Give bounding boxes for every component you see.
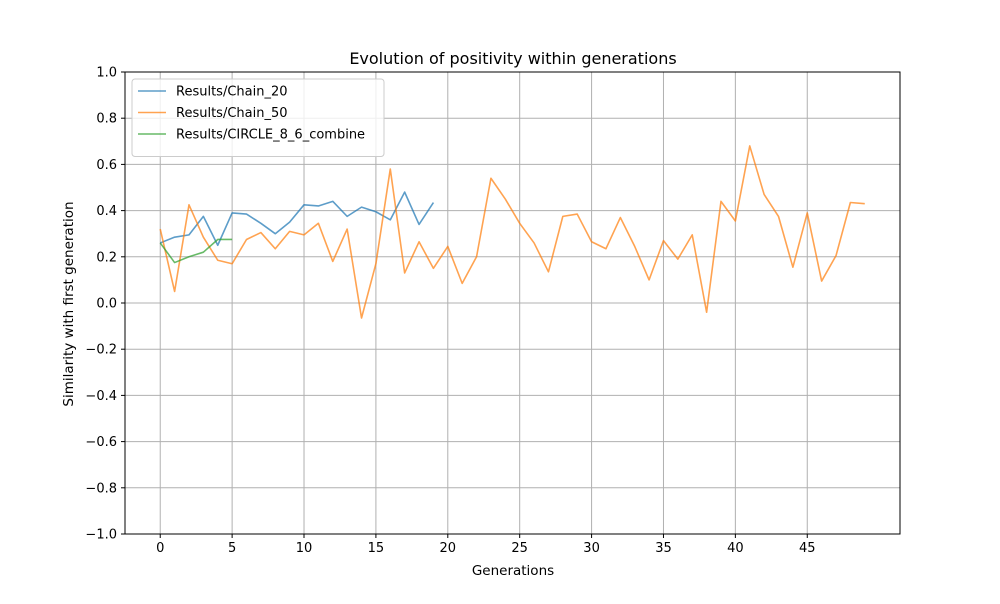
y-tick-label: −1.0 <box>85 528 117 543</box>
y-tick-label: −0.6 <box>85 435 117 450</box>
y-tick-label: 0.0 <box>96 297 117 312</box>
x-tick-label: 40 <box>727 541 744 556</box>
y-tick-label: −0.2 <box>85 343 117 358</box>
series-line-1 <box>159 191 435 247</box>
x-tick-label: 10 <box>296 541 313 556</box>
y-tick-label: 0.6 <box>96 158 117 173</box>
x-tick-label: 45 <box>799 541 816 556</box>
legend-label-2: Results/Chain_50 <box>176 106 288 121</box>
x-axis-ticks: 0 5 10 15 20 25 30 35 40 45 <box>156 534 816 556</box>
legend-label-1: Results/Chain_20 <box>176 85 288 100</box>
series-line-3 <box>159 238 233 264</box>
x-axis-label: Generations <box>472 563 554 579</box>
x-tick-label: 25 <box>511 541 528 556</box>
y-tick-label: 0.8 <box>96 112 117 127</box>
x-tick-label: 20 <box>440 541 457 556</box>
legend-label-3: Results/CIRCLE_8_6_combine <box>176 128 365 143</box>
x-tick-label: 5 <box>228 541 236 556</box>
x-tick-label: 30 <box>583 541 600 556</box>
y-tick-label: −0.4 <box>85 389 117 404</box>
y-tick-label: 1.0 <box>96 66 117 81</box>
chart-title: Evolution of positivity within generatio… <box>349 49 676 68</box>
y-tick-label: 0.4 <box>96 204 117 219</box>
series-line-2 <box>159 145 865 319</box>
x-tick-label: 35 <box>655 541 672 556</box>
y-axis-label: Similarity with first generation <box>61 201 77 406</box>
legend-box <box>131 78 385 157</box>
x-tick-label: 15 <box>368 541 385 556</box>
x-tick-label: 0 <box>156 541 164 556</box>
y-tick-label: 0.2 <box>96 250 117 265</box>
legend: Results/Chain_20 Results/Chain_50 Results/… <box>131 78 385 157</box>
y-axis-ticks: −1.0 −0.8 −0.6 −0.4 −0.2 0.0 0.2 0.4 0.6 0.8 1.0 <box>85 66 125 543</box>
y-tick-label: −0.8 <box>85 481 117 496</box>
series-lines <box>159 145 865 319</box>
